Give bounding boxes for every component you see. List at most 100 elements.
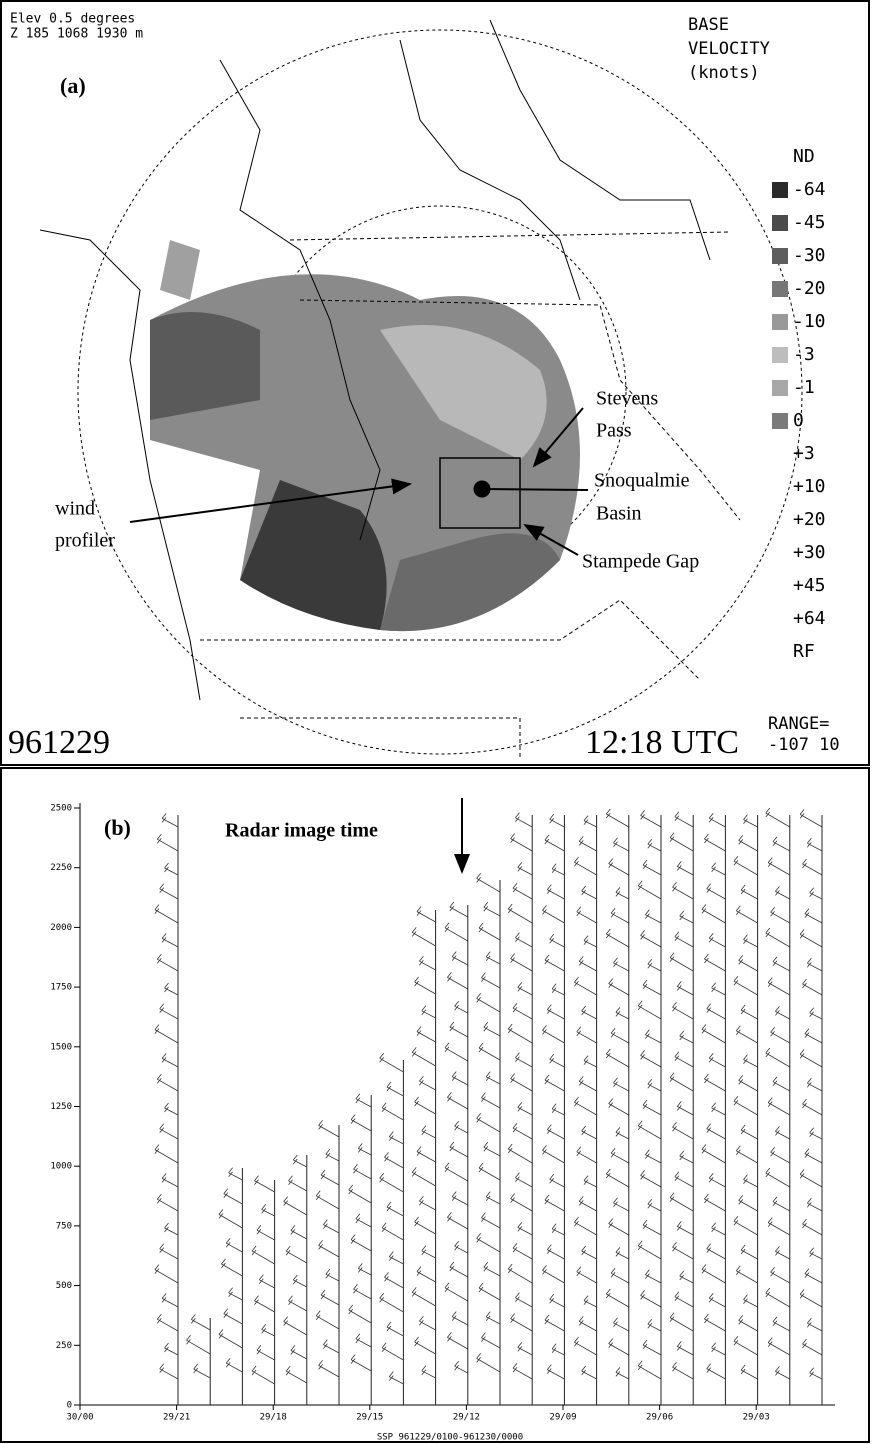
wind-barb <box>765 927 791 948</box>
wind-barb <box>218 1329 243 1349</box>
wind-barb <box>674 1051 694 1068</box>
wind-barb <box>454 1360 468 1374</box>
footer: SSP 961229/0100-961230/0000 <box>377 1433 523 1443</box>
wind-barb <box>251 1365 275 1385</box>
wind-barb <box>608 978 629 996</box>
wind-barb <box>578 956 597 972</box>
wind-barb <box>738 835 758 852</box>
legend-title: (knots) <box>688 63 760 83</box>
legend-label: -1 <box>793 377 815 398</box>
wind-barb <box>669 832 694 852</box>
wind-barb <box>738 1195 758 1212</box>
wind-barb <box>447 1092 468 1110</box>
wind-barb <box>454 1120 468 1134</box>
wind-barb <box>256 1224 275 1241</box>
wind-barb <box>549 1293 565 1308</box>
wind-barb <box>676 861 694 876</box>
wind-barb <box>615 1367 629 1380</box>
wind-barb <box>578 1316 597 1332</box>
wind-barb <box>254 1295 275 1313</box>
wind-barb <box>419 1315 436 1331</box>
wind-barb <box>704 833 726 852</box>
panel-b-texts: (b) Radar image time SSP 961229/0100-961… <box>104 798 523 1443</box>
wind-barb <box>411 1047 436 1067</box>
wind-barb <box>228 1287 243 1301</box>
wind-barb <box>350 1354 372 1372</box>
panel-b-frame <box>0 767 870 1443</box>
wind-barb <box>608 858 629 876</box>
wind-barb <box>221 1258 243 1277</box>
wind-barb <box>421 1005 436 1019</box>
wind-barb <box>809 1367 823 1380</box>
wind-barb <box>799 1049 823 1068</box>
wind-barb <box>775 886 790 900</box>
wind-barb <box>323 1219 340 1234</box>
wind-barb <box>218 1209 243 1229</box>
wind-barb <box>669 1072 694 1092</box>
wind-barb <box>544 1314 565 1332</box>
legend-label: -30 <box>793 245 826 266</box>
wind-barb <box>451 1311 468 1326</box>
wind-barb <box>515 1292 533 1308</box>
wind-barb <box>706 1003 726 1020</box>
y-tick-label: 2250 <box>50 863 72 873</box>
wind-barb <box>355 1333 372 1348</box>
wind-barb <box>483 1261 501 1277</box>
wind-barb <box>610 1147 629 1164</box>
wind-barb <box>159 1243 179 1260</box>
wind-barb <box>223 1308 243 1325</box>
legend-swatch <box>772 380 788 396</box>
wind-barb <box>419 1075 436 1091</box>
wind-barb <box>154 904 179 924</box>
wind-barb <box>386 1081 404 1097</box>
wind-barb <box>672 1241 694 1260</box>
wind-barb <box>416 1146 436 1163</box>
wind-barb <box>578 836 597 852</box>
wind-barb <box>510 1073 533 1092</box>
wind-barb <box>386 1321 404 1337</box>
wind-barb <box>765 1167 791 1188</box>
wind-barb <box>676 1341 694 1356</box>
wind-barb <box>802 1338 823 1356</box>
time: 12:18 UTC <box>585 724 739 761</box>
wind-barb <box>451 1071 468 1086</box>
wind-barb <box>711 982 726 996</box>
wind-barb <box>414 1336 436 1355</box>
wind-barb <box>416 1026 436 1043</box>
wind-barb <box>743 934 758 948</box>
legend-label: RF <box>793 641 815 662</box>
wind-barb <box>546 1004 565 1020</box>
wind-barb <box>576 1026 597 1044</box>
wind-barb <box>421 1125 436 1139</box>
wind-barb <box>485 1311 501 1325</box>
wind-barb <box>765 1287 791 1308</box>
wind-barb <box>283 1316 308 1336</box>
wind-barb <box>806 837 823 852</box>
wind-barb <box>711 862 726 876</box>
wind-barb <box>806 1197 823 1212</box>
legend-swatch <box>772 413 788 429</box>
wind-barb <box>775 1006 790 1020</box>
wind-barb <box>770 906 790 924</box>
wind-barb <box>583 935 597 948</box>
wind-barb <box>610 1027 629 1044</box>
legend-title: VELOCITY <box>688 39 770 59</box>
wind-barb <box>517 982 533 996</box>
wind-barb <box>454 1000 468 1014</box>
wind-barb <box>740 1124 758 1140</box>
wind-barb <box>159 883 179 900</box>
wind-barb <box>738 1075 758 1092</box>
wind-barb <box>669 1312 694 1332</box>
wind-barb <box>770 1026 790 1044</box>
wind-barb <box>154 1024 179 1044</box>
wind-barb <box>647 1318 662 1332</box>
wind-barb <box>542 1265 565 1284</box>
wind-barb <box>320 1169 340 1186</box>
wind-barb <box>161 1053 179 1068</box>
wind-barb <box>701 1144 726 1164</box>
legend-label: +45 <box>793 575 826 596</box>
wind-barb <box>605 808 630 828</box>
x-tick-label: 29/15 <box>356 1413 383 1423</box>
wind-barb <box>608 1098 629 1116</box>
wind-barb <box>517 1222 533 1236</box>
